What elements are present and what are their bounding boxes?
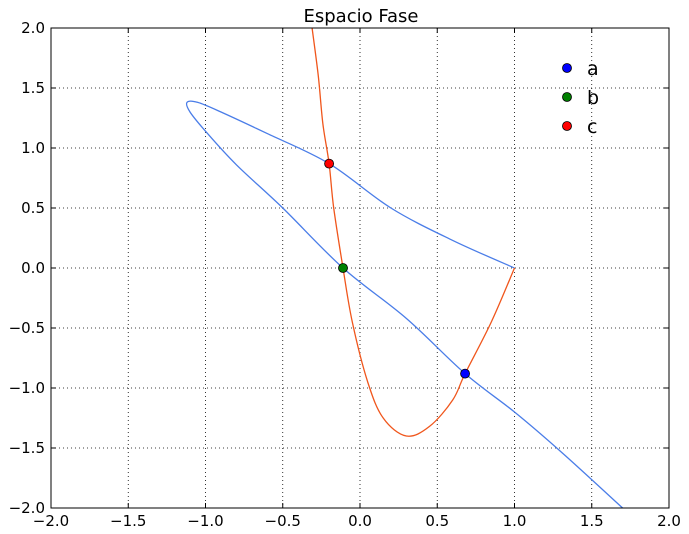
- series-line-orange-curve: [311, 27, 516, 437]
- y-tick-label: −1.0: [9, 379, 45, 397]
- x-tick-label: 1.5: [580, 512, 604, 530]
- y-tick-label: 1.5: [21, 79, 45, 97]
- x-tick-label: −0.5: [265, 512, 301, 530]
- ticks: −2.0 −1.5 −1.0 −0.5 0.0 0.5 1.0 1.5 2.0 2.0 1.5 1.0…: [9, 19, 681, 530]
- series-line-blue-curve: [185, 100, 624, 509]
- y-tick-label: −0.5: [9, 319, 45, 337]
- curves: [185, 27, 624, 509]
- legend-label-b: b: [587, 87, 599, 109]
- y-tick-label: 2.0: [21, 19, 45, 37]
- y-tick-label: 0.0: [21, 259, 45, 277]
- x-tick-label: −1.5: [110, 512, 146, 530]
- x-tick-label: 0.0: [348, 512, 372, 530]
- data-point-c: [324, 158, 335, 169]
- legend: abc: [562, 58, 599, 138]
- legend-label-a: a: [587, 58, 599, 80]
- x-tick-label: 0.5: [425, 512, 449, 530]
- x-tick-label: −1.0: [187, 512, 223, 530]
- data-point-b: [338, 263, 348, 273]
- y-tick-label: 1.0: [21, 139, 45, 157]
- data-point-a: [460, 368, 470, 379]
- markers: [324, 158, 470, 379]
- y-tick-label: 0.5: [21, 199, 45, 217]
- legend-label-c: c: [587, 116, 597, 138]
- legend-marker-b: [562, 92, 572, 102]
- chart-title: Espacio Fase: [303, 6, 418, 27]
- legend-marker-a: [562, 63, 572, 73]
- y-tick-label: −2.0: [9, 499, 45, 517]
- legend-marker-c: [562, 121, 572, 131]
- grid: [51, 28, 669, 508]
- y-tick-label: −1.5: [9, 439, 45, 457]
- x-tick-label: −2.0: [33, 512, 69, 530]
- x-tick-label: 1.0: [503, 512, 527, 530]
- x-tick-label: 2.0: [657, 512, 681, 530]
